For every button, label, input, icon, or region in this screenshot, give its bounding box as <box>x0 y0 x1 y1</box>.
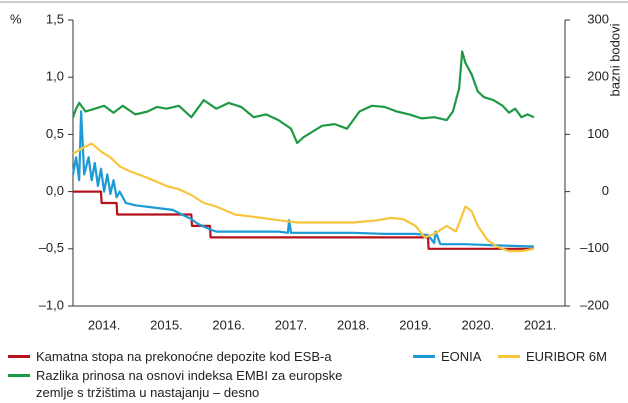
y-unit: % <box>10 11 22 26</box>
legend-label: EURIBOR 6M <box>526 349 607 364</box>
y2-tick-label: 200 <box>587 69 609 84</box>
y-tick-label: 0,0 <box>46 183 64 198</box>
x-tick-label: 2017. <box>275 317 308 332</box>
y-tick-label: –1,0 <box>39 297 64 312</box>
y2-tick-label: 0 <box>602 183 609 198</box>
y-tick-label: 1,0 <box>46 69 64 84</box>
legend-label: Razlika prinosa na osnovi indeksa EMBI z… <box>36 368 343 400</box>
y2-tick-label: –100 <box>580 240 609 255</box>
legend-swatch <box>413 355 435 358</box>
legend-item: EURIBOR 6M <box>490 348 607 365</box>
x-tick-label: 2018. <box>337 317 370 332</box>
series-line <box>73 190 534 250</box>
x-tick-label: 2016. <box>212 317 245 332</box>
y2-tick-label: 300 <box>587 11 609 26</box>
x-tick-label: 2020. <box>462 317 495 332</box>
legend-swatch <box>498 355 520 358</box>
y-tick-label: 0,5 <box>46 126 64 141</box>
series-line <box>72 142 535 253</box>
chart: % bazni bodovi 1,5 1,0 0,5 0,0 –0,5 –1,0 300 20… <box>0 1 628 332</box>
x-tick-label: 2019. <box>399 317 432 332</box>
legend-swatch <box>8 355 30 358</box>
y2-tick-label: –200 <box>580 297 609 312</box>
y2-label: bazni bodovi <box>607 23 622 96</box>
legend-label: EONIA <box>441 349 482 364</box>
legend-label: Kamatna stopa na prekonoćne depozite kod… <box>36 349 332 364</box>
x-tick-label: 2021. <box>524 317 557 332</box>
x-tick-label: 2014. <box>88 317 121 332</box>
series-line <box>71 110 534 248</box>
x-tick-label: 2015. <box>150 317 183 332</box>
legend-swatch <box>8 374 30 377</box>
series-line <box>71 50 535 145</box>
legend-item: EONIA <box>405 348 481 365</box>
legend-item: Kamatna stopa na prekonoćne depozite kod… <box>0 348 332 365</box>
y-tick-label: –0,5 <box>39 240 64 255</box>
y2-tick-label: 100 <box>587 126 609 141</box>
legend-item: Razlika prinosa na osnovi indeksa EMBI z… <box>0 367 380 401</box>
y-tick-label: 1,5 <box>46 11 64 26</box>
